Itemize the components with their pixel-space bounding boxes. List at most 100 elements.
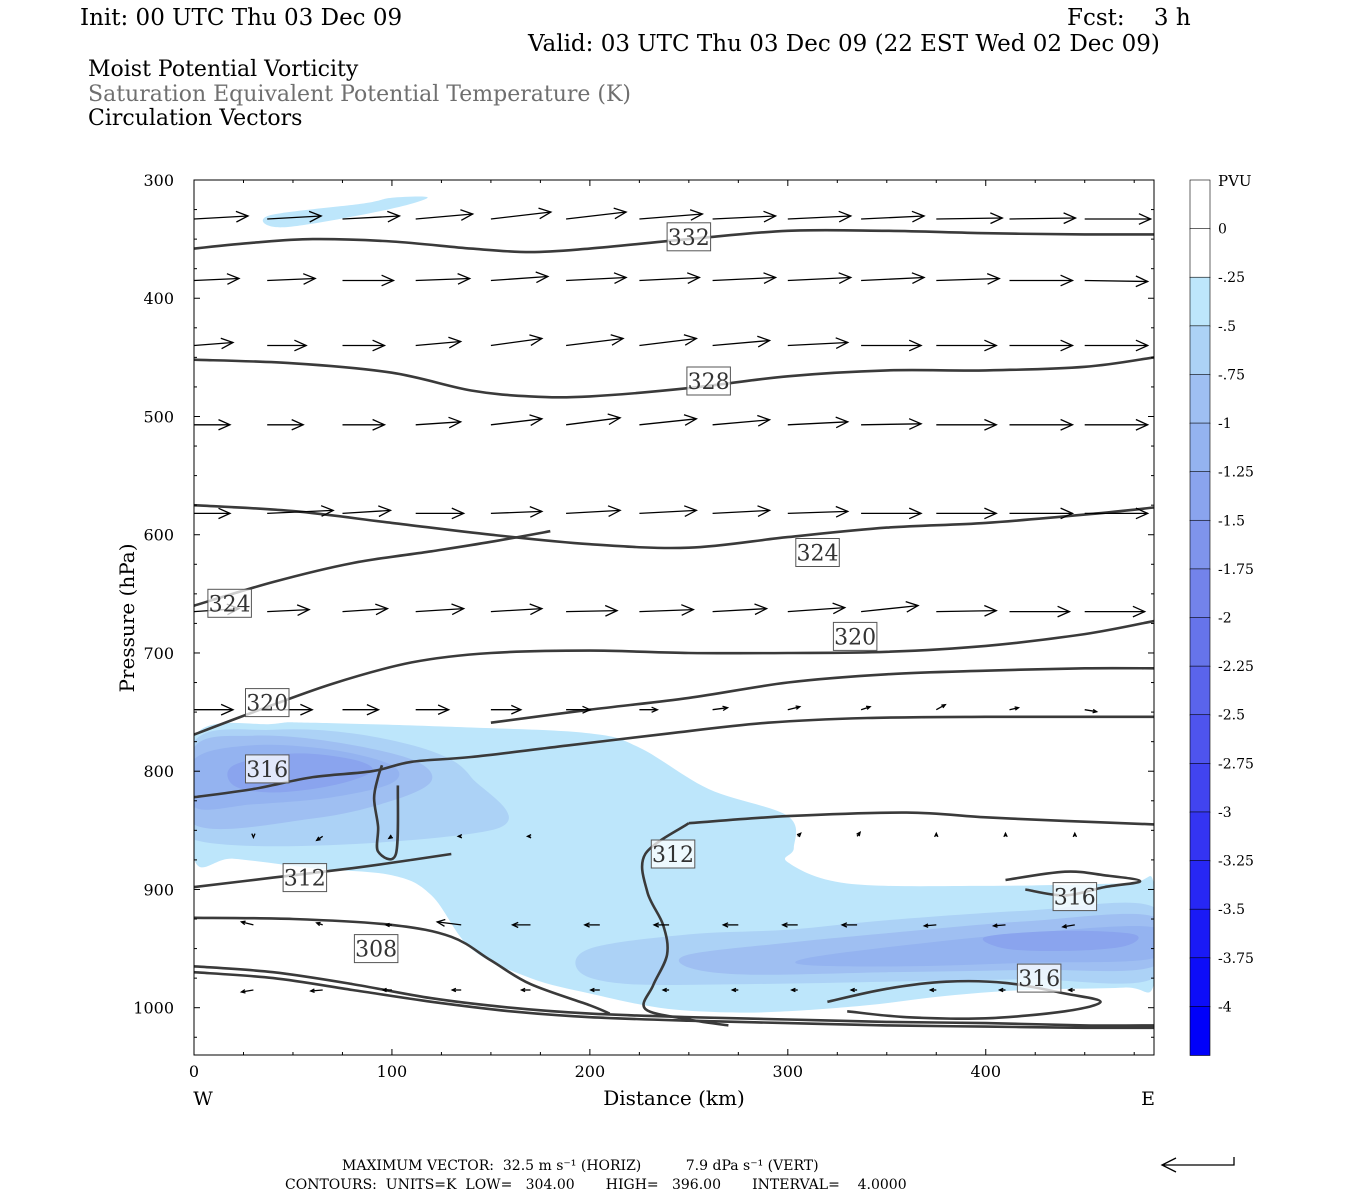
vector-head	[218, 419, 232, 431]
vector-head	[757, 505, 772, 517]
vector-head	[291, 419, 305, 431]
vector-shaft	[342, 509, 391, 515]
valid-time: Valid: 03 UTC Thu 03 Dec 09 (22 EST Wed …	[528, 31, 1160, 57]
colorbar-swatch	[1189, 957, 1211, 1008]
circulation-vector	[415, 507, 466, 520]
circulation-vector	[849, 987, 858, 993]
vector-shaft	[566, 337, 624, 347]
vector-shaft	[639, 418, 697, 426]
vector-head	[220, 337, 235, 350]
vector-shaft	[267, 509, 334, 515]
vector-head	[681, 604, 695, 616]
vector-shaft	[1084, 709, 1097, 713]
axes-layer: 300 400 500 600 700 800 900 1000 0 100 200 300 400	[133, 171, 1154, 1081]
theta-es-contour	[490, 666, 1154, 724]
vector-head	[941, 703, 947, 709]
vector-head	[529, 505, 544, 518]
theta-es-contour	[194, 529, 551, 607]
vector-shaft	[712, 509, 770, 515]
vector-shaft	[342, 607, 388, 613]
vector-head	[1060, 507, 1075, 520]
vector-head	[510, 921, 519, 929]
contour-label: 332	[666, 222, 712, 252]
vector-shaft	[935, 704, 946, 711]
circulation-vector	[861, 210, 926, 223]
circulation-vector	[936, 212, 1004, 225]
vector-head	[456, 834, 463, 839]
colorbar-level-label: -3.25	[1218, 854, 1254, 870]
colorbar-swatch	[1189, 714, 1211, 765]
vector-head	[519, 987, 526, 993]
contour-label-box	[1016, 963, 1062, 993]
contour-label-text: 316	[1018, 967, 1060, 992]
vector-shaft	[437, 921, 462, 926]
circulation-vector	[639, 414, 698, 426]
vector-head	[790, 987, 796, 993]
y-tick-label: 800	[143, 762, 174, 781]
circulation-vector	[1009, 706, 1021, 711]
vector-head	[984, 604, 998, 617]
circulation-vector	[934, 831, 939, 838]
circulation-vector	[490, 271, 550, 284]
x-tick-label: 0	[189, 1062, 199, 1081]
contours-note: CONTOURS: UNITS=K LOW= 304.00 HIGH= 396.…	[285, 1177, 907, 1193]
vector-head	[763, 272, 778, 284]
circulation-vector	[997, 987, 1006, 993]
init-time: Init: 00 UTC Thu 03 Dec 09	[80, 5, 403, 31]
circulation-vector	[639, 706, 660, 713]
y-tick-label: 300	[143, 171, 174, 190]
circulation-vector	[566, 413, 622, 426]
circulation-vector	[787, 505, 850, 518]
circulation-vector	[194, 703, 235, 716]
vector-shaft	[1062, 924, 1075, 928]
vector-head	[796, 832, 802, 838]
circulation-vector	[583, 922, 600, 928]
circulation-vector	[712, 705, 730, 712]
vector-head	[529, 414, 544, 426]
reference-vector	[1160, 1157, 1235, 1173]
vector-head	[239, 989, 246, 994]
vector-head	[757, 414, 772, 427]
vector-shaft	[787, 706, 800, 711]
vector-head	[220, 703, 235, 716]
vector-head	[451, 603, 466, 616]
circulation-vector	[194, 337, 235, 350]
vector-head	[1092, 708, 1099, 714]
x-tick-label: 200	[575, 1062, 606, 1081]
circulation-vector	[566, 272, 628, 284]
vector-head	[251, 833, 256, 839]
vector-head	[922, 923, 929, 928]
colorbar-level-label: -3.5	[1218, 902, 1245, 918]
contour-label: 324	[795, 538, 840, 567]
circulation-vector	[267, 604, 311, 616]
vector-head	[381, 274, 396, 287]
vector-head	[1060, 339, 1075, 352]
vector-head	[457, 272, 472, 285]
vector-shaft	[712, 707, 728, 711]
colorbar-level-label: -1.5	[1218, 513, 1245, 529]
circulation-vector	[415, 209, 475, 221]
circulation-vector	[342, 704, 381, 716]
vector-shaft	[787, 510, 848, 515]
vector-shaft	[267, 608, 310, 613]
vector-head	[218, 507, 232, 520]
vector-shaft	[861, 276, 925, 282]
vector-head	[991, 923, 998, 928]
circulation-vector	[712, 505, 772, 517]
contour-label-box	[686, 366, 731, 396]
vector-shaft	[490, 607, 542, 613]
vector-shaft	[924, 924, 937, 927]
y-tick-label: 1000	[133, 999, 174, 1018]
circulation-vector	[519, 987, 531, 993]
contour-label-text: 320	[834, 625, 876, 650]
vector-head	[378, 505, 393, 518]
vector-shaft	[861, 215, 925, 220]
vector-head	[1132, 605, 1147, 618]
circulation-vector	[861, 600, 920, 613]
circulation-vector	[936, 339, 998, 352]
circulation-vector	[566, 207, 628, 220]
contour-label: 320	[832, 621, 878, 651]
vector-shaft	[861, 423, 922, 426]
vector-head	[721, 922, 729, 928]
